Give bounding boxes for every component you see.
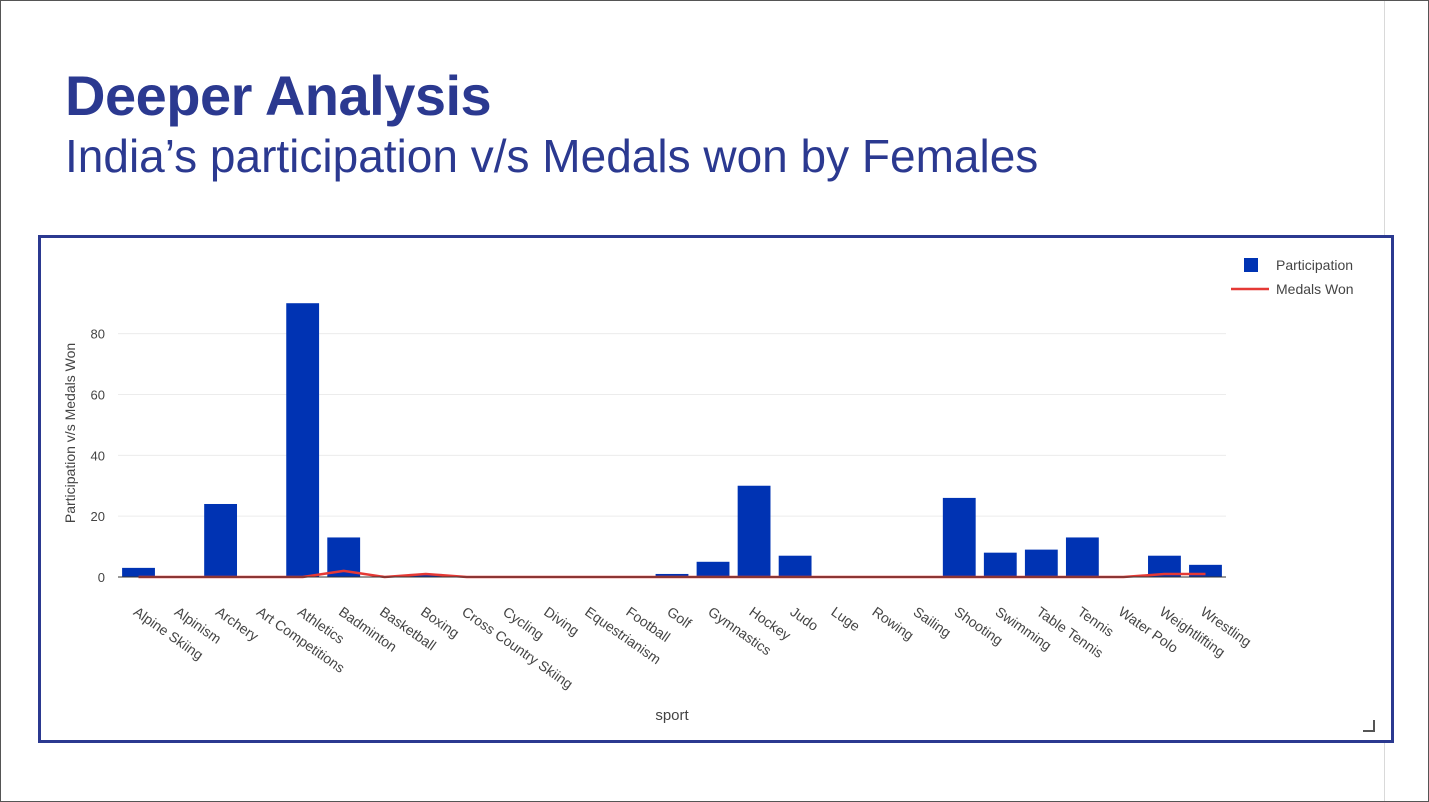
x-tick-label: Luge bbox=[828, 603, 863, 634]
y-tick-label: 80 bbox=[91, 327, 105, 342]
bar bbox=[122, 567, 155, 577]
legend-label-participation: Participation bbox=[1276, 257, 1353, 273]
legend-swatch-participation bbox=[1244, 258, 1258, 272]
bar bbox=[696, 561, 730, 577]
bar bbox=[1024, 549, 1058, 577]
x-axis-title: sport bbox=[655, 707, 689, 724]
y-tick-label: 40 bbox=[91, 448, 105, 463]
bar bbox=[286, 303, 320, 577]
bar bbox=[778, 555, 812, 577]
legend-layer: Participation Medals Won bbox=[1231, 257, 1354, 297]
chart-frame[interactable]: 0 20 40 60 80 Alpine Skiing Alpinism Archery Art… bbox=[38, 235, 1394, 743]
bar bbox=[983, 552, 1017, 577]
bar-layer bbox=[122, 303, 1222, 577]
bar bbox=[1148, 555, 1181, 577]
bar bbox=[655, 573, 689, 577]
y-axis-title: Participation v/s Medals Won bbox=[62, 343, 78, 523]
bar bbox=[204, 503, 238, 577]
bar bbox=[737, 485, 771, 577]
x-tick-label: Golf bbox=[664, 603, 694, 631]
x-tick-label: Diving bbox=[541, 603, 582, 638]
resize-handle[interactable] bbox=[1363, 720, 1375, 732]
y-tick-label: 60 bbox=[91, 387, 105, 402]
bar bbox=[1065, 537, 1099, 577]
legend-label-medals: Medals Won bbox=[1276, 281, 1354, 297]
x-tick-label: Sailing bbox=[911, 603, 955, 640]
y-tick-label: 20 bbox=[91, 509, 105, 524]
y-tick-label: 0 bbox=[98, 570, 105, 585]
bar bbox=[409, 573, 443, 577]
x-tick-label: Rowing bbox=[869, 603, 916, 643]
bar bbox=[942, 497, 976, 577]
slide-title: Deeper Analysis bbox=[65, 64, 492, 127]
grid-layer bbox=[118, 333, 1226, 517]
slide-subtitle: India’s participation v/s Medals won by … bbox=[65, 130, 1039, 182]
